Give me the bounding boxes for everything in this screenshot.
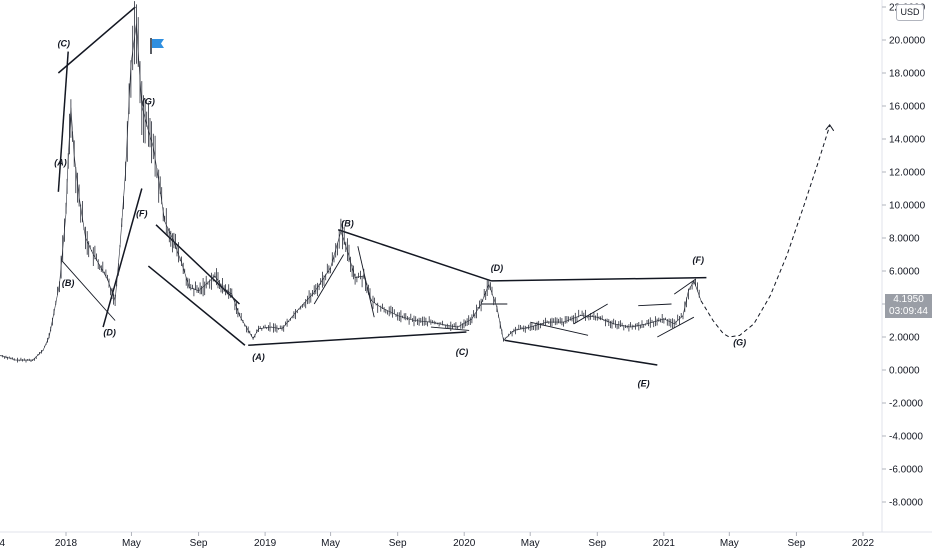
trendline[interactable] [504,339,658,366]
price-layer [0,1,702,363]
x-tick-label: Sep [389,538,407,549]
y-tick-label: -2.0000 [889,399,923,410]
x-tick-label: 2019 [254,538,277,549]
projection-arrowhead-icon [825,123,835,132]
x-tick-label: 4 [0,538,5,549]
wave-label: (F) [692,255,704,265]
x-tick-label: May [321,538,340,549]
price-line [0,23,702,361]
y-tick-label: 12.0000 [889,168,926,179]
trendline[interactable] [337,229,492,282]
bar-countdown: 03:09:44 [889,306,928,317]
wave-label: (F) [136,209,148,219]
time-axis[interactable]: 4 2018 May Sep 2019 May Sep 2020 May Sep 2021 May Se… [0,532,875,549]
price-bars[interactable] [0,1,700,363]
y-tick-label: 2.0000 [889,333,920,344]
trendline[interactable] [61,260,116,321]
projection-path[interactable] [700,125,831,338]
wave-label: (E) [638,379,650,389]
y-tick-label: -4.0000 [889,432,923,443]
price-axis[interactable]: 22.000020.000018.000016.000014.000012.00… [882,3,926,509]
y-tick-label: 20.0000 [889,36,926,47]
x-tick-label: 2022 [852,538,875,549]
y-tick-label: 8.0000 [889,234,920,245]
x-tick-label: May [122,538,141,549]
wave-label: (B) [62,278,75,288]
x-tick-label: 2018 [55,538,78,549]
projection-layer [700,123,835,338]
y-tick-label: 0.0000 [889,366,920,377]
y-tick-label: 14.0000 [889,135,926,146]
last-price-value: 4.1950 [893,294,924,305]
wave-label: (G) [142,96,155,106]
wave-label: (B) [341,218,354,228]
trendline[interactable] [313,254,345,305]
y-tick-label: 18.0000 [889,69,926,80]
y-tick-label: -6.0000 [889,465,923,476]
trendline[interactable] [57,6,136,74]
last-price-tag: 4.1950 03:09:44 [885,294,932,318]
x-tick-label: Sep [788,538,806,549]
y-tick-label: 16.0000 [889,102,926,113]
trendline[interactable] [248,331,467,346]
trendline[interactable] [657,316,695,338]
x-tick-label: May [521,538,540,549]
currency-badge[interactable]: USD [896,4,924,21]
trendline[interactable] [147,265,246,346]
wave-label-layer: (A) (B) (C) (D) (F) (G) (A) (B) (C) (D) (E) (F) (G) [54,39,746,389]
wave-label: (C) [456,347,469,357]
wave-label: (D) [103,327,116,337]
x-tick-label: Sep [588,538,606,549]
trendline[interactable] [673,278,696,295]
wave-label: (A) [252,352,265,362]
trendline[interactable] [357,246,375,318]
trendline[interactable] [638,303,672,307]
y-tick-label: -8.0000 [889,498,923,509]
flag-icon [150,38,164,54]
y-tick-label: 6.0000 [889,267,920,278]
trendline-layer [57,6,707,366]
y-tick-label: 10.0000 [889,201,926,212]
wave-label: (D) [491,263,504,273]
wave-label: (G) [733,337,746,347]
x-tick-label: 2021 [653,538,676,549]
wave-label: (A) [54,157,67,167]
x-tick-label: 2020 [453,538,476,549]
x-tick-label: May [720,538,739,549]
trendline[interactable] [102,188,143,328]
trendline[interactable] [57,51,69,192]
x-tick-label: Sep [190,538,208,549]
trendline[interactable] [430,326,470,331]
trendline[interactable] [491,276,707,282]
wave-label: (C) [58,39,71,49]
